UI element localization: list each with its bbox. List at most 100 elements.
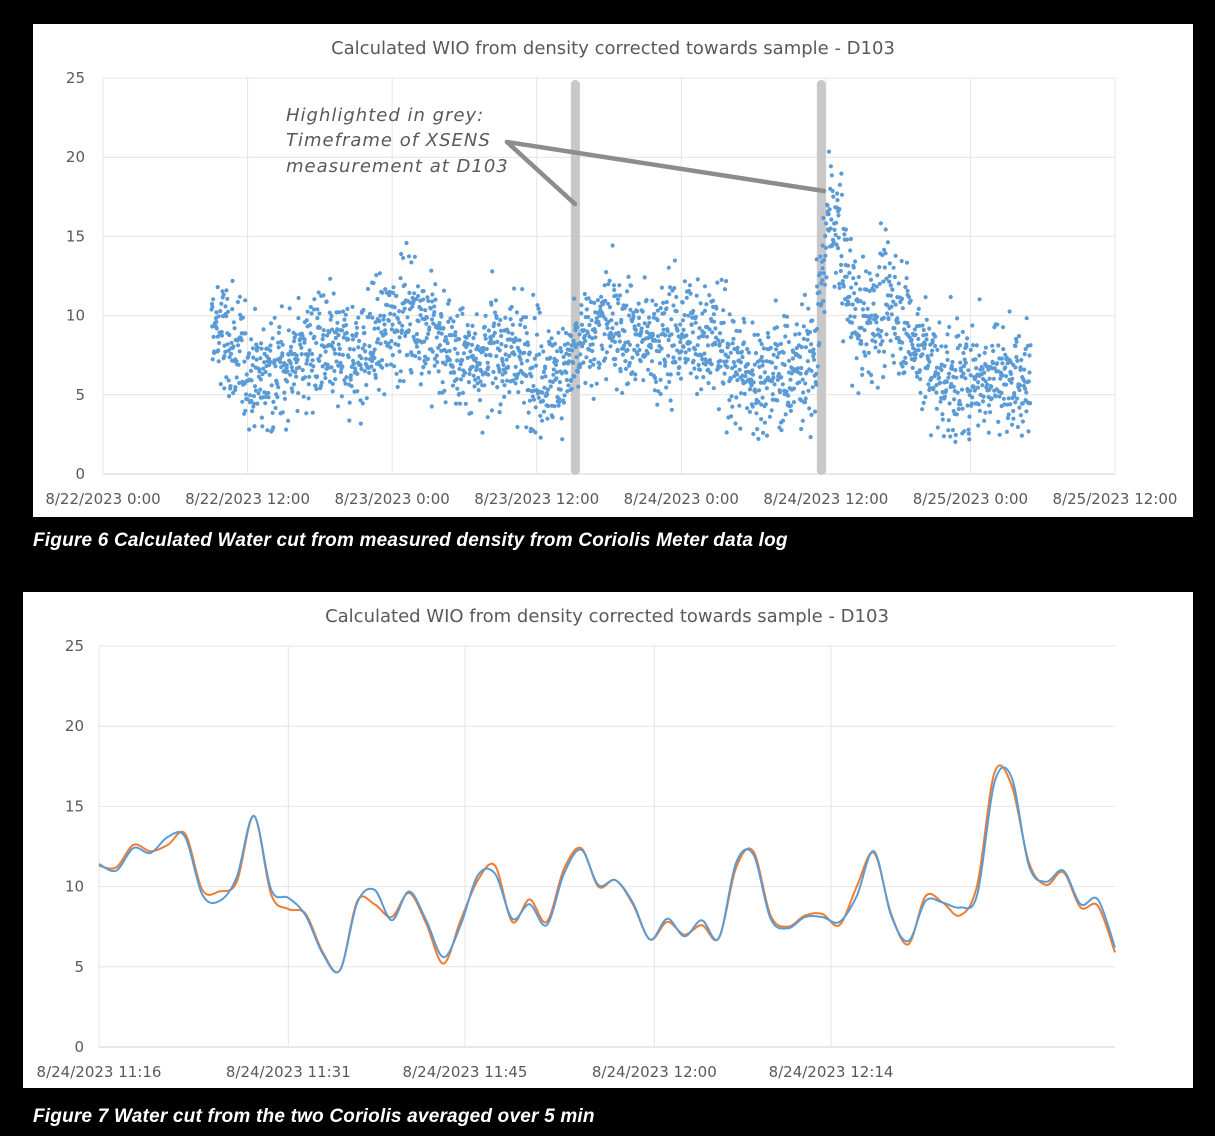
scatter-point	[212, 349, 217, 354]
scatter-point	[1017, 405, 1022, 410]
scatter-point	[564, 377, 570, 383]
scatter-point	[229, 340, 234, 345]
y-tick-label: 15	[66, 227, 85, 245]
scatter-point	[669, 317, 674, 322]
scatter-point	[244, 372, 249, 377]
scatter-point	[927, 326, 932, 331]
scatter-point	[754, 411, 759, 416]
scatter-point	[533, 363, 539, 368]
scatter-point	[929, 376, 934, 381]
scatter-point	[460, 306, 465, 311]
scatter-point	[540, 375, 545, 380]
scatter-point	[414, 297, 419, 302]
scatter-point	[976, 380, 981, 385]
scatter-point	[707, 293, 712, 298]
scatter-point	[603, 356, 608, 361]
scatter-point	[990, 361, 996, 366]
scatter-point	[698, 301, 703, 306]
scatter-point	[749, 383, 754, 388]
scatter-point	[913, 348, 918, 353]
scatter-point	[713, 342, 718, 347]
scatter-point	[473, 356, 478, 361]
scatter-point	[277, 325, 282, 330]
scatter-point	[860, 372, 865, 377]
scatter-point	[679, 336, 684, 341]
scatter-point	[955, 346, 960, 351]
scatter-point	[531, 383, 536, 389]
scatter-point	[439, 331, 444, 336]
scatter-point	[492, 310, 498, 315]
scatter-point	[346, 355, 351, 360]
scatter-point	[392, 364, 397, 369]
figure-7-caption: Figure 7 Water cut from the two Coriolis…	[33, 1106, 595, 1127]
scatter-point	[223, 349, 228, 354]
scatter-point	[483, 353, 488, 358]
scatter-point	[853, 281, 859, 286]
scatter-point	[1026, 429, 1031, 434]
scatter-point	[822, 282, 828, 287]
scatter-point	[612, 362, 618, 367]
scatter-point	[505, 378, 510, 383]
scatter-point	[972, 388, 977, 393]
scatter-point	[263, 369, 268, 375]
scatter-point	[656, 334, 661, 339]
y-tick-label: 25	[65, 637, 84, 655]
scatter-point	[924, 332, 929, 337]
scatter-point	[1023, 347, 1028, 352]
scatter-point	[738, 360, 744, 365]
scatter-point	[885, 293, 891, 298]
scatter-point	[680, 300, 685, 305]
scatter-point	[968, 388, 973, 393]
scatter-point	[645, 324, 650, 329]
scatter-point	[879, 328, 884, 334]
scatter-point	[494, 354, 499, 359]
scatter-point	[700, 311, 705, 316]
scatter-point	[755, 332, 761, 337]
scatter-point	[639, 326, 644, 331]
annotation-line-3: measurement at D103	[286, 156, 509, 177]
scatter-point	[604, 270, 609, 275]
scatter-point	[1015, 396, 1020, 401]
scatter-point	[343, 381, 348, 386]
scatter-point	[701, 375, 706, 380]
scatter-point	[351, 361, 356, 366]
scatter-point	[360, 401, 365, 406]
scatter-point	[635, 352, 640, 357]
scatter-point	[888, 283, 893, 288]
scatter-point	[317, 311, 322, 316]
scatter-point	[543, 364, 548, 369]
scatter-point	[549, 336, 554, 341]
scatter-point	[1005, 415, 1011, 421]
scatter-point	[761, 346, 767, 351]
scatter-point	[633, 372, 638, 377]
scatter-point	[531, 397, 537, 402]
scatter-point	[652, 388, 658, 393]
scatter-point	[322, 371, 327, 376]
scatter-point	[916, 348, 921, 353]
scatter-point	[533, 405, 538, 410]
scatter-point	[222, 386, 227, 391]
scatter-point	[258, 341, 264, 346]
scatter-point	[820, 243, 825, 248]
scatter-point	[809, 412, 814, 417]
scatter-point	[451, 319, 456, 324]
scatter-point	[678, 340, 683, 345]
scatter-point	[489, 302, 494, 307]
scatter-point	[1022, 367, 1027, 372]
scatter-point	[574, 321, 579, 326]
scatter-point	[1024, 316, 1029, 321]
scatter-point	[982, 350, 987, 355]
scatter-point	[569, 386, 574, 391]
scatter-point	[728, 376, 733, 381]
scatter-point	[306, 396, 311, 401]
scatter-point	[598, 304, 603, 309]
scatter-point	[336, 333, 341, 338]
scatter-point	[610, 326, 615, 331]
scatter-point	[509, 344, 514, 350]
scatter-point	[243, 331, 248, 336]
scatter-point	[717, 331, 723, 336]
scatter-point	[285, 379, 290, 384]
scatter-point	[759, 402, 764, 407]
y-tick-label: 15	[65, 797, 84, 815]
scatter-point	[661, 300, 666, 305]
